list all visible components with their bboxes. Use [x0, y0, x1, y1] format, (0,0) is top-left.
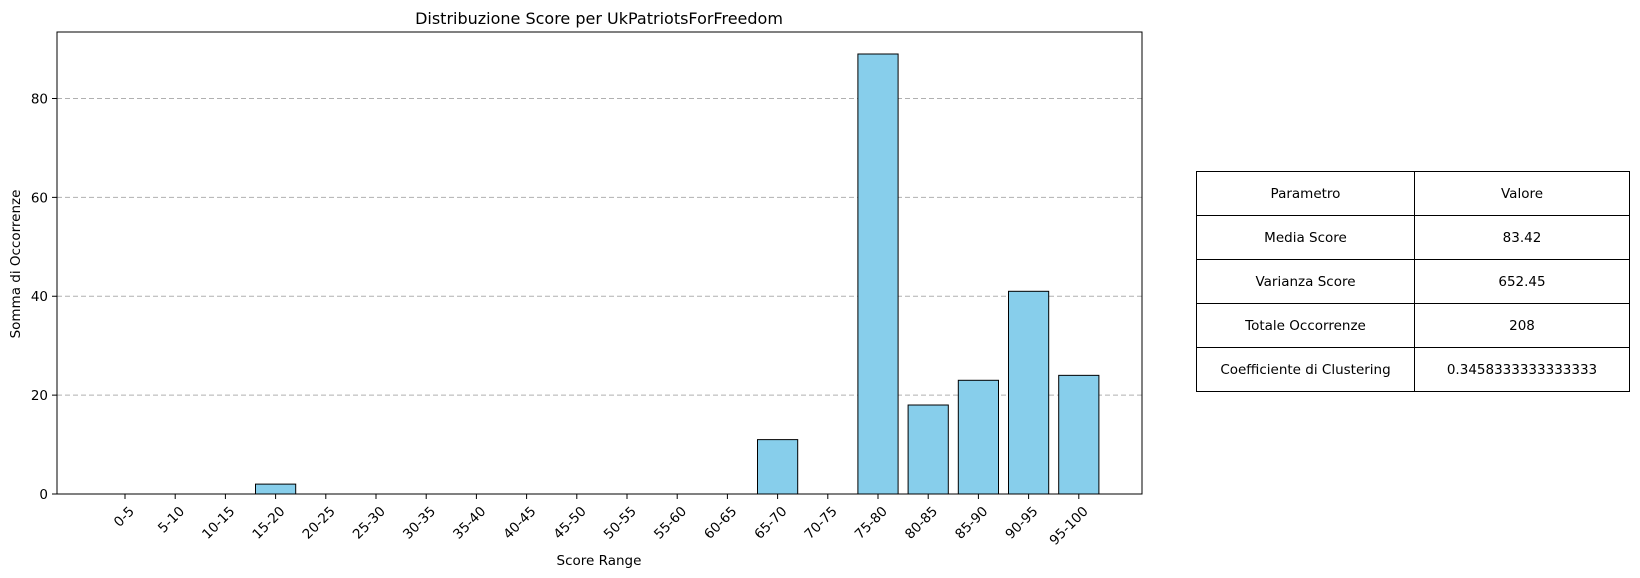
x-tick-label: 85-90 [952, 504, 991, 543]
bar-95-100 [1058, 374, 1100, 495]
table-row: Media Score 83.42 [1196, 215, 1630, 260]
x-axis-label: Score Range [557, 553, 642, 569]
gridlines [57, 97, 1142, 396]
table-row: Totale Occorrenze 208 [1196, 303, 1630, 348]
table-header-param: Parametro [1196, 171, 1415, 216]
x-tick-label: 55-60 [651, 504, 690, 543]
x-tick-label: 75-80 [852, 504, 891, 543]
x-tick-label: 25-30 [350, 504, 389, 543]
table-header-value: Valore [1414, 171, 1630, 216]
table-row: Coefficiente di Clustering 0.34583333333… [1196, 347, 1630, 392]
x-tick-label: 5-10 [155, 504, 188, 537]
x-tick-label: 80-85 [902, 504, 941, 543]
x-tick-label: 15-20 [249, 504, 288, 543]
x-tick-label: 0-5 [111, 504, 138, 531]
x-tick-label: 10-15 [199, 504, 238, 543]
table-cell-value: 208 [1414, 303, 1630, 348]
x-tick-label: 70-75 [802, 504, 841, 543]
x-tick-label: 90-95 [1002, 504, 1041, 543]
x-tick-label: 40-45 [500, 504, 539, 543]
table-cell-param: Coefficiente di Clustering [1196, 347, 1415, 392]
table-header-row: Parametro Valore [1196, 171, 1630, 216]
table-cell-param: Media Score [1196, 215, 1415, 260]
x-tick-label: 35-40 [450, 504, 489, 543]
bar-75-80 [857, 53, 899, 495]
table-cell-param: Totale Occorrenze [1196, 303, 1415, 348]
bar-90-95 [1008, 290, 1050, 495]
x-tick-label: 45-50 [551, 504, 590, 543]
y-tick-label: 0 [39, 487, 48, 503]
table-cell-param: Varianza Score [1196, 259, 1415, 304]
bars [255, 53, 1100, 495]
x-axis: 0-5 5-10 10-15 15-20 20-25 25-30 30-35 35-40 40-… [111, 494, 1092, 549]
y-axis: 0 20 40 60 80 [31, 91, 57, 503]
table-cell-value: 0.3458333333333333 [1414, 347, 1630, 392]
x-tick-label: 30-35 [400, 504, 439, 543]
x-tick-label: 95-100 [1046, 504, 1091, 549]
plot-frame [56, 31, 1143, 495]
table-cell-value: 652.45 [1414, 259, 1630, 304]
x-tick-label: 65-70 [751, 504, 790, 543]
y-axis-label: Somma di Occorrenze [8, 190, 24, 339]
y-tick-label: 40 [31, 289, 48, 305]
stats-table: Parametro Valore Media Score 83.42 Varia… [1196, 171, 1630, 392]
bar-15-20 [255, 483, 297, 495]
x-tick-label: 20-25 [300, 504, 339, 543]
bar-65-70 [757, 439, 799, 495]
table-row: Varianza Score 652.45 [1196, 259, 1630, 304]
bar-85-90 [957, 379, 999, 495]
x-tick-label: 60-65 [701, 504, 740, 543]
table-cell-value: 83.42 [1414, 215, 1630, 260]
y-tick-label: 20 [31, 388, 48, 404]
x-tick-label: 50-55 [601, 504, 640, 543]
y-tick-label: 80 [31, 91, 48, 107]
y-tick-label: 60 [31, 190, 48, 206]
chart-title: Distribuzione Score per UkPatriotsForFre… [415, 9, 783, 28]
bar-80-85 [907, 404, 949, 495]
